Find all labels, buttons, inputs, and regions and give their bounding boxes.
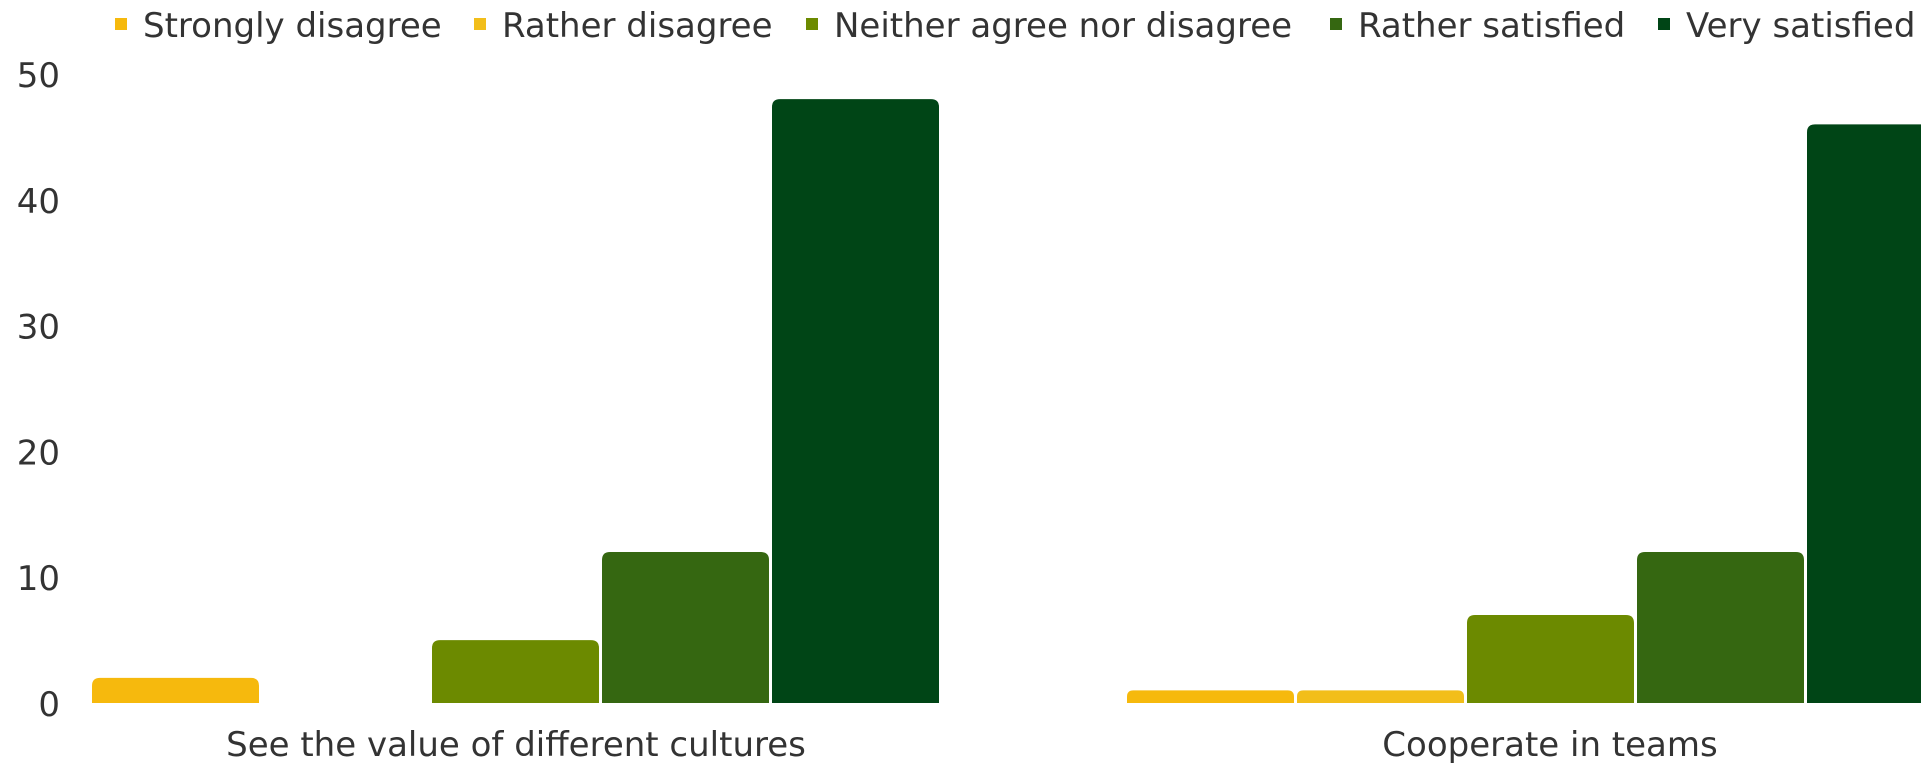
x-tick-label: See the value of different cultures — [226, 725, 806, 765]
y-tick-label: 40 — [17, 182, 60, 222]
bar-3-2[interactable] — [1467, 614, 1634, 703]
bar-4-2[interactable] — [1637, 552, 1804, 703]
x-tick-label: Cooperate in teams — [1382, 725, 1717, 765]
legend-item[interactable]: Strongly disagree — [115, 6, 442, 46]
bar-1-2[interactable] — [1127, 690, 1294, 703]
legend-label: Very satisfied — [1686, 6, 1915, 46]
legend: Strongly disagree Rather disagree Neither … — [115, 6, 1915, 46]
legend-swatch — [1658, 18, 1670, 30]
legend-item[interactable]: Neither agree nor disagree — [806, 6, 1292, 46]
bars — [92, 99, 1921, 703]
legend-swatch — [1330, 18, 1342, 30]
bar-2-2[interactable] — [1297, 690, 1464, 703]
legend-label: Strongly disagree — [143, 6, 442, 46]
bar-4-1[interactable] — [602, 552, 769, 703]
bar-1-1[interactable] — [92, 677, 259, 703]
legend-swatch — [474, 18, 486, 30]
bar-3-1[interactable] — [432, 640, 599, 703]
y-tick-label: 30 — [17, 308, 60, 348]
bar-5-2[interactable] — [1807, 124, 1921, 703]
y-tick-label: 0 — [38, 685, 60, 725]
y-tick-label: 20 — [17, 433, 60, 473]
y-axis: 0 10 20 30 40 50 — [17, 56, 60, 725]
legend-item[interactable]: Rather satisfied — [1330, 6, 1625, 46]
bar-5-1[interactable] — [772, 99, 939, 703]
legend-swatch — [806, 18, 818, 30]
legend-item[interactable]: Very satisfied — [1658, 6, 1915, 46]
legend-label: Rather disagree — [502, 6, 773, 46]
legend-item[interactable]: Rather disagree — [474, 6, 773, 46]
legend-label: Rather satisfied — [1358, 6, 1625, 46]
legend-swatch — [115, 18, 127, 30]
x-axis: See the value of different cultures Coope… — [226, 725, 1718, 765]
y-tick-label: 10 — [17, 559, 60, 599]
y-tick-label: 50 — [17, 56, 60, 96]
legend-label: Neither agree nor disagree — [834, 6, 1292, 46]
